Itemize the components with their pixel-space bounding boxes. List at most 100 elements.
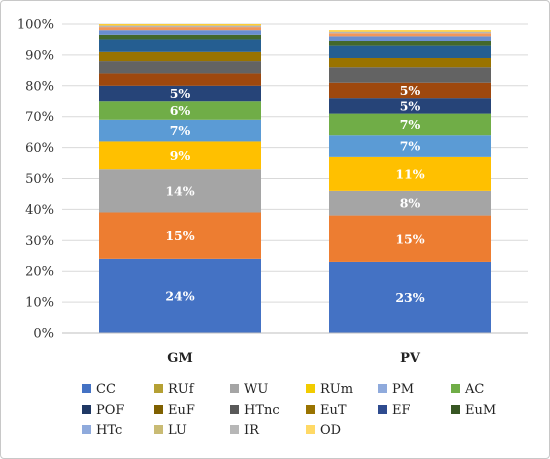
bar-segment-lu-gm (99, 27, 261, 31)
legend-item-htnc: HTnc (230, 403, 280, 418)
bar-segment-rum-gm (99, 141, 261, 170)
y-tick-label: 30% (25, 234, 54, 249)
data-label: 14% (165, 183, 194, 198)
legend-swatch (82, 425, 91, 434)
bar-segment-wu-gm (99, 169, 261, 213)
bar-segment-htc-pv (329, 36, 491, 41)
data-label: 9% (170, 148, 191, 163)
data-label: 8% (400, 196, 421, 211)
bar-segment-pof-pv (329, 98, 491, 114)
legend-label: RUf (168, 382, 195, 397)
data-label: 7% (400, 139, 421, 154)
y-tick-label: 70% (25, 110, 54, 125)
legend-label: AC (464, 382, 484, 397)
legend-item-ac: AC (451, 382, 484, 397)
bar-segment-lu-pv (329, 33, 491, 37)
data-label: 23% (395, 290, 424, 305)
legend-label: EuF (168, 403, 195, 418)
bar-segment-ruf-gm (99, 212, 261, 259)
bar-stacks (99, 24, 491, 333)
bar-segment-ruf-pv (329, 215, 491, 262)
legend-swatch (230, 405, 239, 414)
legend-label: EuT (320, 403, 347, 418)
y-tick-label: 90% (25, 48, 54, 63)
data-label: 6% (170, 103, 191, 118)
legend-label: EF (392, 403, 411, 418)
legend-item-lu: LU (154, 423, 187, 438)
x-tick-label: PV (400, 351, 421, 366)
legend-label: HTc (96, 423, 122, 438)
data-label: 5% (400, 83, 421, 98)
legend-swatch (82, 405, 91, 414)
y-axis: 0% 10% 20% 30% 40% 50% 60% 70% 80% 90% 100% (17, 18, 54, 342)
bar-segment-od-gm (99, 24, 261, 26)
x-axis: GM PV (62, 332, 528, 366)
legend-swatch (230, 384, 239, 393)
legend-item-ir: IR (230, 423, 260, 438)
bar-segment-ac-gm (99, 101, 261, 120)
legend-label: HTnc (244, 403, 280, 418)
bar-segment-eut-pv (329, 57, 491, 68)
legend-swatch (451, 405, 460, 414)
bar-segment-htc-gm (99, 30, 261, 35)
data-label: 11% (395, 166, 424, 181)
bar-segment-eum-pv (329, 40, 491, 46)
bar-segment-htnc-pv (329, 67, 491, 83)
y-tick-label: 50% (25, 172, 54, 187)
y-tick-label: 10% (25, 296, 54, 311)
legend-item-od: OD (306, 423, 341, 438)
legend-swatch (154, 405, 163, 414)
legend-item-htc: HTc (82, 423, 122, 438)
bar-segment-cc-gm (99, 258, 261, 333)
bar-segment-pm-gm (99, 119, 261, 142)
legend-swatch (306, 384, 315, 393)
bar-segment-euf-gm (99, 73, 261, 86)
data-label: 5% (170, 86, 191, 101)
data-label: 5% (400, 98, 421, 113)
bar-segment-ir-gm (99, 25, 261, 28)
legend-swatch (451, 384, 460, 393)
bar-segment-htnc-gm (99, 61, 261, 74)
data-label: 15% (395, 231, 424, 246)
data-labels: 24%15%14%9%7%6%5%23%15%8%11%7%7%5%5% (165, 83, 424, 305)
legend-label: OD (320, 423, 341, 438)
y-tick-label: 80% (25, 79, 54, 94)
legend-label: POF (96, 403, 124, 418)
bar-segment-rum-pv (329, 156, 491, 191)
legend-swatch (378, 405, 387, 414)
legend-label: RUm (320, 382, 353, 397)
bar-segment-eum-gm (99, 34, 261, 40)
legend-item-eut: EuT (306, 403, 347, 418)
y-tick-label: 40% (25, 203, 54, 218)
bar-segment-euf-pv (329, 82, 491, 99)
legend-label: IR (244, 423, 260, 438)
legend-item-rum: RUm (306, 382, 353, 397)
data-label: 7% (400, 117, 421, 132)
legend-swatch (154, 384, 163, 393)
legend-swatch (82, 384, 91, 393)
bar-segment-pof-gm (99, 85, 261, 102)
legend-label: WU (244, 382, 268, 397)
legend-label: LU (168, 423, 187, 438)
legend-item-eum: EuM (451, 403, 496, 418)
x-tick-label: GM (167, 351, 193, 366)
bar-segment-wu-pv (329, 190, 491, 216)
bar-segment-ef-gm (99, 39, 261, 52)
legend-swatch (154, 425, 163, 434)
bar-segment-od-pv (329, 30, 491, 32)
bar-segment-pm-pv (329, 135, 491, 157)
legend-item-euf: EuF (154, 403, 195, 418)
legend-item-ruf: RUf (154, 382, 195, 397)
legend-label: EuM (465, 403, 496, 418)
legend-item-ef: EF (378, 403, 411, 418)
y-tick-label: 100% (17, 18, 54, 33)
legend-item-pm: PM (378, 382, 414, 397)
legend-swatch (230, 425, 239, 434)
data-label: 15% (165, 228, 194, 243)
legend-label: CC (96, 382, 116, 397)
legend-item-cc: CC (82, 382, 116, 397)
legend: CC RUf WU RUm PM AC POF EuF HTnc EuT EF EuM HTc LU IR O… (82, 382, 496, 438)
bar-segment-ac-pv (329, 113, 491, 136)
y-tick-label: 60% (25, 141, 54, 156)
